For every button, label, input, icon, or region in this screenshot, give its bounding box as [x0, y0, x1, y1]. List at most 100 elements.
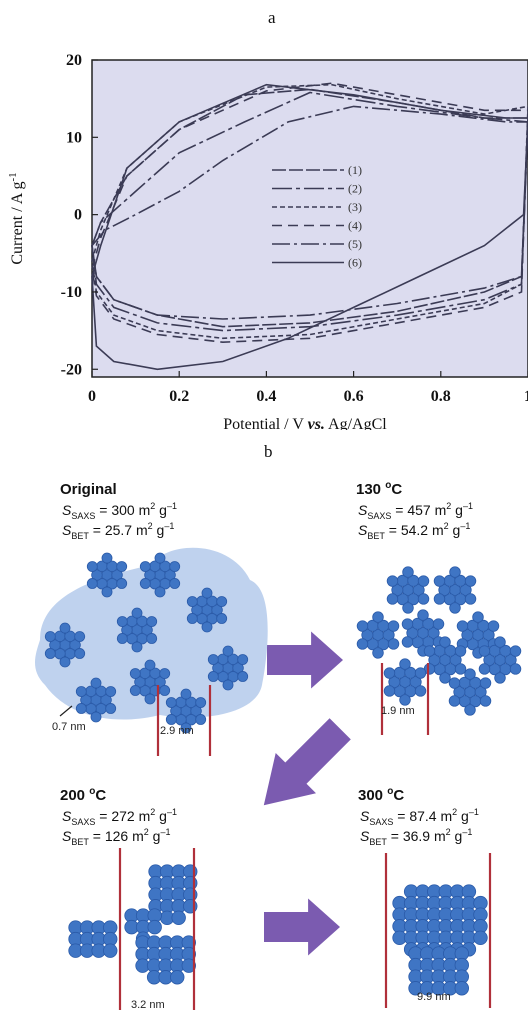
nanoparticle: [372, 647, 384, 659]
cyclic-voltammetry-chart: 0 0.2 0.4 0.6 0.8 1 20 10 0 -10 -20 (1) (2) (3) (4) (5…: [0, 40, 528, 433]
x-tick-label: 0.2: [169, 388, 189, 405]
nanoparticle: [428, 653, 441, 666]
bet-surface-area: SBET = 25.7 m2 g–1: [62, 521, 174, 541]
x-tick-label: 0.4: [256, 388, 276, 405]
nanoparticle: [105, 686, 117, 697]
nanoparticle: [90, 677, 102, 689]
nanoparticle: [180, 688, 192, 700]
nanoparticle: [201, 621, 213, 633]
nanoparticle: [169, 561, 181, 572]
nanoparticle: [383, 685, 396, 697]
nanoparticle: [402, 566, 414, 578]
nanoparticle: [464, 593, 477, 605]
nanoparticle: [399, 658, 411, 670]
x-axis-title: Potential / V vs. Ag/AgCl: [223, 416, 387, 430]
nanoparticle: [59, 656, 71, 668]
stage-title: Original: [60, 481, 117, 498]
nanoparticle: [454, 663, 467, 675]
nanoparticle: [180, 722, 192, 734]
nanoparticle: [121, 624, 133, 636]
nanoparticle: [141, 624, 153, 636]
nanoparticle: [232, 662, 244, 674]
process-arrows: [263, 631, 351, 956]
nanoparticle: [474, 685, 487, 698]
nanoparticle: [146, 616, 158, 627]
nanoparticle: [101, 552, 113, 564]
arrow-200-to-300: [264, 898, 340, 956]
stage-title: 200 oC: [60, 786, 106, 804]
nanoparticle: [170, 705, 182, 717]
nanoparticle: [131, 641, 143, 653]
legend-label-2: (2): [348, 182, 362, 196]
nanoparticle: [391, 584, 404, 597]
series-5-line: [91, 105, 528, 320]
bet-surface-area: SBET = 36.9 m2 g–1: [360, 827, 472, 847]
saxs-surface-area: SSAXS = 300 m2 g–1: [62, 501, 177, 521]
nanoparticle: [361, 628, 374, 641]
nanoparticle: [372, 611, 384, 623]
nanoparticle: [190, 705, 202, 717]
nanoparticle: [59, 622, 71, 634]
nanoparticle: [479, 677, 492, 689]
y-tick-label: 10: [66, 129, 82, 146]
legend: (1) (2) (3) (4) (5) (6): [272, 163, 362, 270]
stage-title: 130 oC: [356, 480, 402, 498]
nanoparticle: [383, 667, 396, 679]
chart-svg: 0 0.2 0.4 0.6 0.8 1 20 10 0 -10 -20 (1) (2) (3) (4) (5…: [7, 52, 528, 433]
nanoparticle: [494, 672, 506, 684]
nanoparticle: [406, 626, 419, 639]
heat-treatment-schematic: 0.7 nm 2.9 nm 1.9 nm 3.2 nm 9.9 nm Original S…: [0, 470, 528, 1017]
nanoparticle: [159, 685, 171, 696]
nanoparticle: [165, 697, 177, 708]
nanoparticle: [191, 604, 203, 616]
nanoparticle: [139, 561, 151, 572]
nanoparticle: [147, 919, 162, 935]
stage-title: 300 oC: [358, 786, 404, 804]
nanoparticle: [216, 613, 228, 624]
nanoparticle: [207, 654, 219, 665]
nanoparticle: [154, 586, 166, 598]
y-tick-label: 0: [74, 207, 82, 224]
nanoparticle: [195, 714, 207, 725]
dimension-label: 3.2 nm: [131, 999, 165, 1011]
nanoparticle: [494, 636, 506, 648]
nanoparticle: [423, 645, 436, 657]
nanoparticle: [453, 685, 466, 698]
nanoparticle: [195, 697, 207, 708]
y-tick-label: -20: [61, 361, 82, 378]
nanoparticle: [171, 910, 186, 926]
nanoparticle: [105, 703, 117, 714]
arrow-original-to-130: [267, 631, 343, 689]
y-tick-label: -10: [61, 284, 82, 301]
bet-surface-area: SBET = 54.2 m2 g–1: [358, 521, 470, 541]
nanoparticle: [86, 578, 98, 589]
nanoparticle: [211, 604, 223, 616]
nanoparticle: [75, 703, 87, 714]
nanoparticle: [402, 602, 414, 614]
nanoparticle: [417, 575, 430, 587]
nanoparticle: [401, 636, 414, 648]
nanoparticle: [417, 609, 429, 621]
saxs-surface-area: SSAXS = 272 m2 g–1: [62, 807, 177, 827]
x-tick-label: 1: [524, 388, 528, 405]
panel-b-label: b: [264, 442, 273, 461]
y-axis-title: Current / A g-1: [7, 172, 26, 264]
nanoparticle: [473, 930, 488, 946]
nanoparticle: [159, 668, 171, 679]
nanoparticle: [100, 694, 112, 706]
nanoparticle: [222, 645, 234, 657]
nanoparticle: [439, 672, 451, 684]
saxs-surface-area: SSAXS = 457 m2 g–1: [358, 501, 473, 521]
nanoparticle: [222, 679, 234, 691]
nanoparticle: [170, 970, 185, 985]
axis-layer: 0 0.2 0.4 0.6 0.8 1 20 10 0 -10 -20: [61, 52, 528, 405]
nanoparticle: [382, 628, 395, 641]
nanoparticle: [438, 584, 451, 597]
nanoparticle: [74, 648, 86, 659]
legend-label-3: (3): [348, 200, 362, 214]
nanoparticle: [44, 648, 56, 659]
nanoparticle: [449, 566, 461, 578]
nanoparticle: [414, 667, 427, 679]
series-2-line: [91, 91, 528, 332]
legend-label-1: (1): [348, 163, 362, 177]
